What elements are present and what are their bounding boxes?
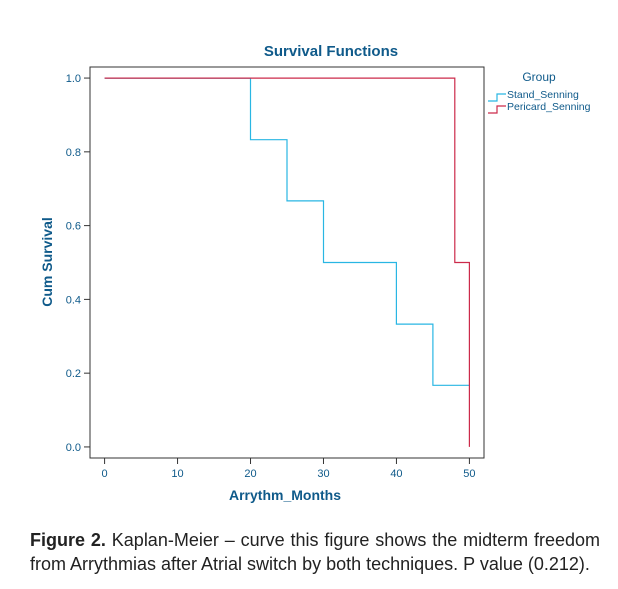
survival-chart: Survival Functions 0 10 20 30 40 500.00.20.40… xyxy=(39,43,591,503)
y-tick-label: 0.0 xyxy=(66,442,81,454)
axes: 0 10 20 30 40 50 0.0 0.2 0.4 0.6 0.8 1.0 xyxy=(66,73,476,480)
x-tick-label: 20 xyxy=(244,468,256,480)
caption-text: Kaplan-Meier – curve this figure shows t… xyxy=(30,530,601,574)
y-tick-label: 0.6 xyxy=(66,221,81,233)
series-layer xyxy=(104,77,470,447)
x-tick-label: 50 xyxy=(463,468,475,480)
series-line-pericard-senning xyxy=(104,77,470,447)
y-axis-label: Cum Survival xyxy=(39,217,55,306)
legend-label-pericard-senning: Pericard_Senning xyxy=(507,101,591,113)
figure-caption: Figure 2. Kaplan-Meier – curve this figu… xyxy=(30,528,600,576)
legend-swatch-stand-senning xyxy=(488,93,506,102)
x-axis-label: Arrythm_Months xyxy=(229,487,341,503)
caption-lead: Figure 2. xyxy=(30,530,106,550)
legend-title: Group xyxy=(522,70,556,84)
x-tick-label: 30 xyxy=(317,468,329,480)
legend-swatch-pericard-senning xyxy=(488,105,506,114)
plot-area xyxy=(89,66,485,459)
x-tick-label: 40 xyxy=(390,468,402,480)
y-tick-label: 0.4 xyxy=(66,294,81,306)
series-line-stand-senning xyxy=(104,77,470,386)
y-tick-label: 0.8 xyxy=(66,147,81,159)
x-tick-label: 0 xyxy=(102,468,108,480)
legend-label-stand-senning: Stand_Senning xyxy=(507,89,579,101)
chart-title: Survival Functions xyxy=(264,43,398,60)
x-tick-label: 10 xyxy=(171,468,183,480)
y-tick-label: 1.0 xyxy=(66,73,81,85)
y-tick-label: 0.2 xyxy=(66,368,81,380)
